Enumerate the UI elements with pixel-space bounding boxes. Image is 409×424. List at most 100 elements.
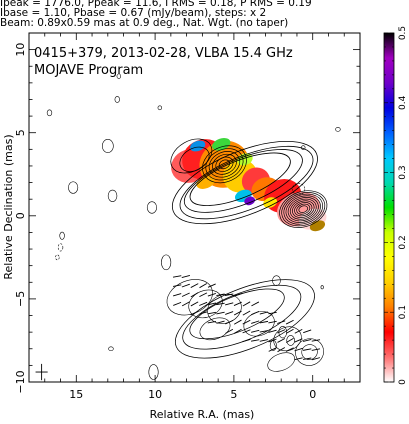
contour bbox=[179, 146, 210, 172]
evpa-stick bbox=[250, 329, 260, 333]
pol-contour bbox=[273, 326, 302, 352]
evpa-stick bbox=[233, 301, 242, 306]
polarization-patch bbox=[196, 176, 215, 189]
evpa-stick bbox=[173, 301, 182, 306]
y-tick-label: 10 bbox=[14, 43, 27, 57]
evpa-stick bbox=[233, 310, 242, 316]
contour bbox=[296, 203, 311, 215]
noise-contour bbox=[335, 127, 341, 132]
noise-contour bbox=[108, 346, 114, 352]
evpa-stick bbox=[302, 348, 312, 351]
evpa-stick bbox=[259, 311, 269, 315]
pol-contour bbox=[301, 344, 318, 360]
evpa-vectors bbox=[172, 274, 321, 361]
evpa-stick bbox=[224, 302, 234, 306]
contour bbox=[298, 205, 309, 213]
evpa-stick bbox=[225, 319, 234, 325]
evpa-stick bbox=[294, 347, 303, 352]
evpa-stick bbox=[199, 292, 208, 298]
y-axis-label: Relative Declination (mas) bbox=[2, 134, 15, 279]
evpa-stick bbox=[190, 283, 199, 288]
evpa-stick bbox=[207, 283, 216, 288]
plot-frame bbox=[28, 32, 361, 383]
noise-contour bbox=[148, 364, 159, 380]
noise-contour bbox=[101, 139, 114, 153]
pol-contour bbox=[295, 338, 324, 366]
evpa-stick bbox=[190, 292, 199, 298]
evpa-stick bbox=[207, 320, 217, 324]
evpa-stick bbox=[199, 283, 208, 289]
evpa-stick bbox=[277, 320, 286, 324]
evpa-stick bbox=[311, 348, 321, 351]
polarization-patch bbox=[190, 140, 206, 152]
evpa-stick bbox=[233, 328, 242, 334]
contour bbox=[279, 190, 328, 228]
evpa-stick bbox=[225, 328, 234, 334]
evpa-stick bbox=[181, 283, 190, 288]
noise-contour bbox=[114, 96, 120, 103]
evpa-stick bbox=[242, 329, 251, 334]
evpa-stick bbox=[268, 320, 277, 324]
contour bbox=[179, 145, 314, 220]
colorbar-tick-label: 0.4 bbox=[398, 95, 408, 110]
evpa-stick bbox=[277, 338, 286, 343]
evpa-stick bbox=[285, 328, 294, 334]
evpa-stick bbox=[190, 301, 199, 307]
y-tick-label: −5 bbox=[14, 291, 27, 307]
evpa-stick bbox=[302, 357, 312, 360]
evpa-stick bbox=[224, 293, 234, 296]
contour bbox=[202, 145, 247, 184]
x-axis-label: Relative R.A. (mas) bbox=[150, 408, 255, 421]
evpa-stick bbox=[199, 301, 208, 306]
noise-contour bbox=[269, 340, 277, 351]
contour bbox=[208, 151, 241, 178]
evpa-stick bbox=[172, 275, 182, 278]
noise-contour bbox=[286, 335, 295, 346]
evpa-stick bbox=[233, 293, 242, 297]
evpa-stick bbox=[294, 328, 303, 334]
contour bbox=[289, 198, 317, 220]
evpa-stick bbox=[259, 330, 269, 333]
evpa-stick bbox=[259, 320, 269, 324]
pol-contour bbox=[243, 311, 275, 337]
contour bbox=[218, 159, 231, 170]
contour bbox=[205, 148, 244, 181]
contour bbox=[183, 149, 303, 213]
contour bbox=[215, 156, 234, 172]
evpa-stick bbox=[216, 293, 225, 297]
contour bbox=[281, 192, 326, 227]
colorbar-ticks: 0 0.1 0.2 0.3 0.4 0.5 bbox=[384, 26, 408, 385]
evpa-stick bbox=[181, 301, 190, 307]
evpa-stick bbox=[242, 319, 251, 325]
noise-contour bbox=[59, 231, 65, 240]
noise-contour bbox=[278, 326, 288, 339]
evpa-stick bbox=[303, 338, 312, 342]
evpa-stick bbox=[268, 329, 277, 333]
axis-ticks: 15 10 5 0 10 5 0 −5 −10 bbox=[14, 32, 361, 401]
evpa-stick bbox=[181, 274, 191, 278]
evpa-stick bbox=[172, 284, 182, 287]
header-info: Ipeak = 1776.0, Ppeak = 11.6, I RMS = 0.… bbox=[0, 0, 409, 29]
noise-contour bbox=[146, 201, 157, 214]
pol-contour bbox=[188, 289, 223, 319]
colorbar-tick-label: 0.1 bbox=[398, 305, 408, 319]
evpa-stick bbox=[285, 319, 294, 325]
map-title: 0415+379, 2013-02-28, VLBA 15.4 GHz bbox=[34, 46, 293, 61]
noise-contour bbox=[157, 105, 163, 111]
evpa-stick bbox=[250, 339, 260, 342]
evpa-stick bbox=[285, 337, 294, 343]
polarization-patch bbox=[212, 137, 231, 151]
evpa-stick bbox=[216, 302, 225, 306]
noise-contour bbox=[161, 254, 172, 271]
evpa-stick bbox=[216, 320, 225, 324]
pol-contour bbox=[199, 317, 231, 341]
noise-contour bbox=[320, 285, 324, 290]
noise-contour bbox=[46, 109, 53, 117]
x-tick-label: 10 bbox=[148, 388, 162, 401]
contour bbox=[294, 202, 313, 217]
contour bbox=[287, 197, 319, 222]
evpa-stick bbox=[268, 347, 277, 352]
map-layer bbox=[35, 73, 341, 381]
noise-contour bbox=[107, 189, 118, 202]
